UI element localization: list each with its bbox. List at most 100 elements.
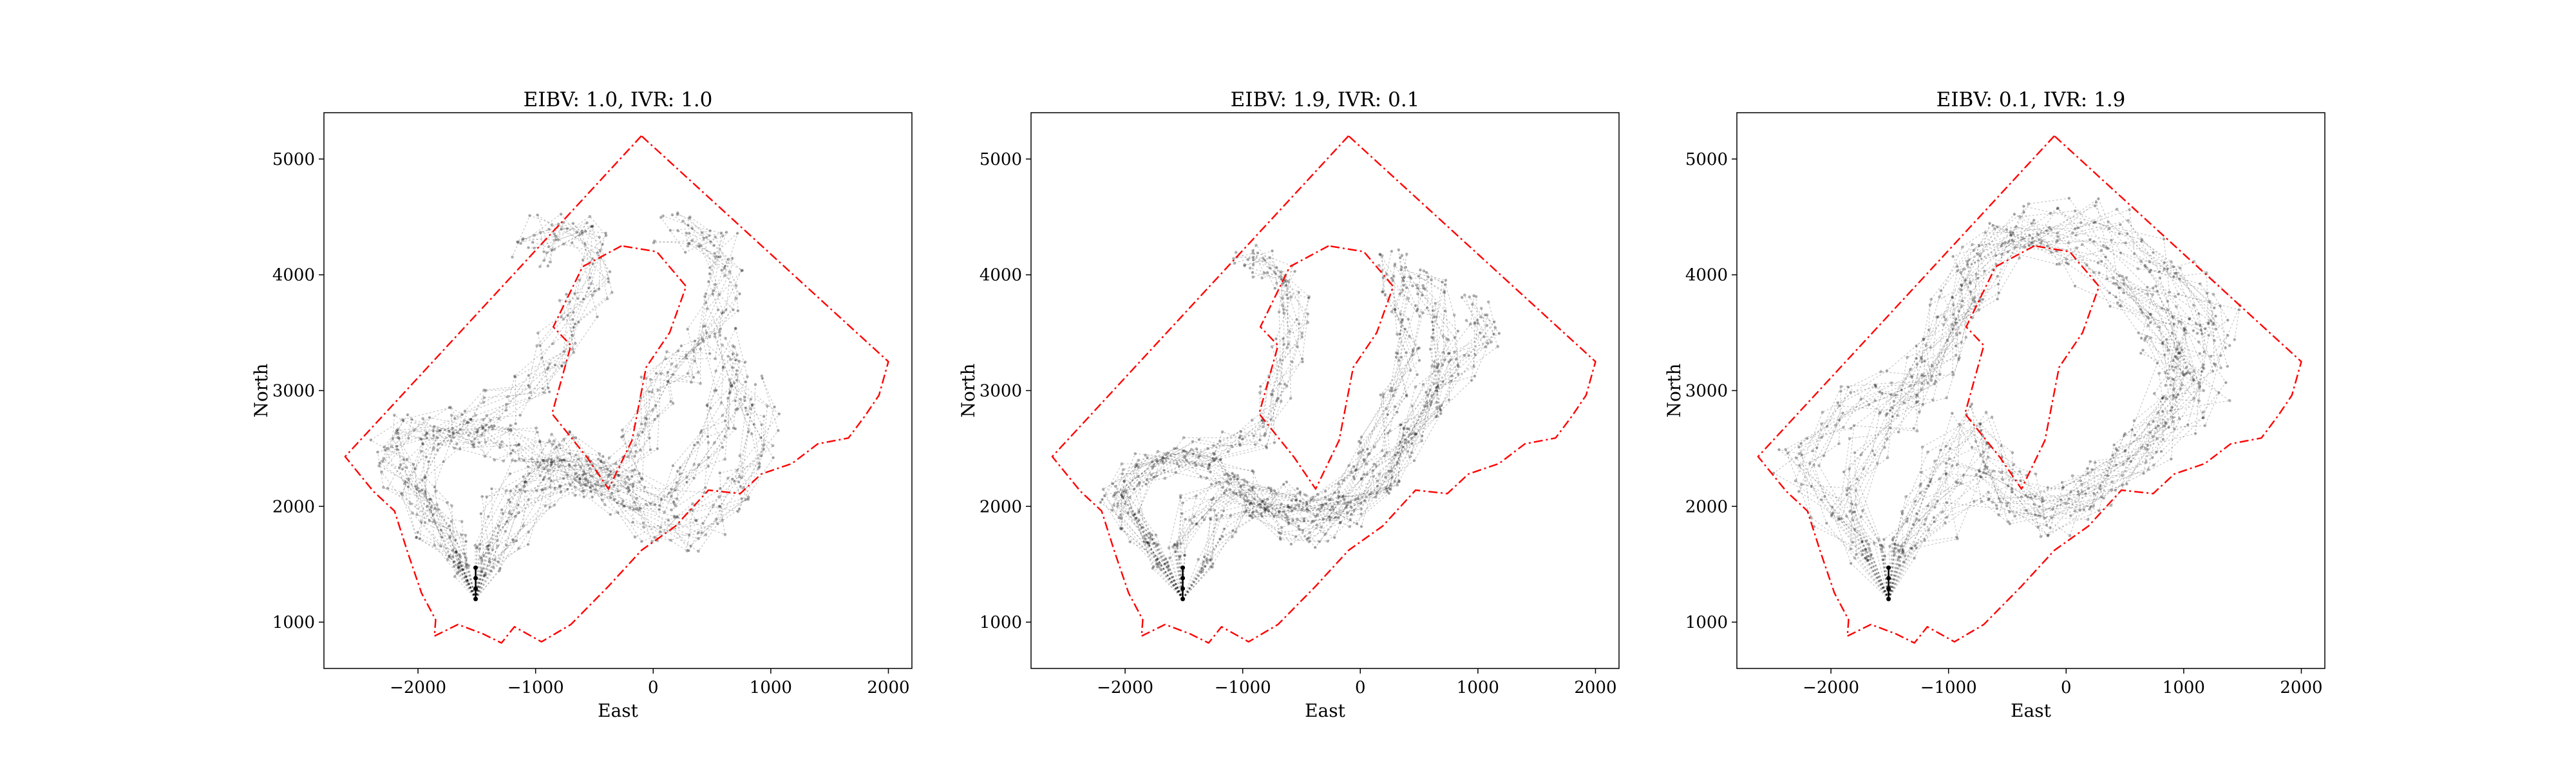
trajectory-point — [1211, 457, 1215, 460]
trajectory-point — [469, 417, 473, 421]
trajectory-point — [1820, 498, 1823, 502]
trajectory-point — [506, 520, 509, 524]
trajectory-point — [699, 382, 702, 385]
trajectory-point — [2174, 295, 2177, 298]
trajectory-point — [1179, 496, 1182, 499]
trajectory-point — [407, 478, 410, 482]
trajectory-point — [433, 520, 436, 524]
trajectory-point — [1431, 309, 1435, 312]
trajectory-point — [549, 479, 553, 483]
trajectory-point — [1126, 511, 1130, 515]
trajectory-point — [621, 499, 625, 502]
trajectory-point — [2184, 332, 2188, 335]
trajectory-point — [1209, 565, 1212, 569]
trajectory-point — [617, 474, 621, 477]
trajectory-point — [1437, 406, 1441, 409]
trajectory-point — [504, 530, 507, 533]
trajectory-point — [484, 389, 488, 392]
trajectory-point — [1226, 473, 1229, 476]
trajectory-point — [1420, 434, 1424, 438]
trajectory-point — [1931, 398, 1935, 402]
trajectory-point — [1469, 322, 1472, 326]
trajectory-point — [2192, 370, 2196, 373]
trajectory-point — [723, 419, 727, 422]
trajectory-point — [604, 231, 607, 235]
trajectory-point — [464, 574, 468, 578]
trajectory-point — [1121, 495, 1125, 498]
trajectory-point — [1795, 457, 1798, 460]
trajectory-point — [1453, 350, 1457, 354]
trajectory-point — [1296, 345, 1299, 348]
trajectory-point — [762, 443, 765, 447]
trajectory-point — [1468, 295, 1472, 299]
trajectory-point — [406, 413, 410, 417]
trajectory-point — [573, 322, 577, 326]
trajectory-point — [1212, 497, 1215, 500]
trajectory-point — [1929, 346, 1933, 349]
trajectory-point — [479, 512, 483, 515]
start-point — [473, 586, 478, 591]
trajectory-point — [540, 356, 544, 360]
trajectory-point — [1944, 472, 1948, 475]
trajectory-line — [1121, 255, 1412, 600]
trajectory-point — [2181, 348, 2184, 352]
trajectory-point — [1168, 556, 1171, 560]
trajectory-point — [2211, 321, 2215, 325]
trajectory-point — [607, 475, 610, 478]
trajectory-point — [1183, 553, 1186, 557]
trajectory-point — [691, 502, 694, 506]
trajectory-point — [536, 213, 539, 217]
trajectory-point — [1971, 243, 1974, 247]
trajectory-point — [1387, 491, 1391, 495]
trajectory-point — [717, 504, 721, 508]
trajectory-point — [2197, 340, 2201, 344]
trajectory-point — [1144, 482, 1148, 486]
trajectory-point — [732, 308, 735, 312]
start-point — [1886, 565, 1891, 571]
trajectory-point — [2178, 278, 2181, 281]
trajectory-point — [457, 565, 460, 569]
trajectory-point — [1945, 501, 1949, 504]
trajectory-point — [489, 569, 493, 573]
trajectory-point — [1417, 359, 1421, 362]
trajectory-point — [380, 471, 383, 474]
trajectory-point — [2207, 321, 2210, 325]
trajectory-point — [2087, 471, 2090, 475]
trajectory-point — [1137, 466, 1141, 469]
trajectory-point — [1359, 502, 1363, 506]
trajectory-point — [2000, 444, 2003, 448]
trajectory-point — [1280, 399, 1283, 403]
trajectory-point — [634, 450, 638, 453]
trajectory-point — [734, 408, 738, 412]
trajectory-point — [535, 344, 538, 348]
trajectory-point — [1430, 364, 1434, 368]
trajectory-point — [518, 457, 521, 461]
trajectory-point — [1991, 223, 1995, 227]
trajectory-point — [690, 381, 693, 384]
trajectory-point — [1306, 312, 1310, 316]
trajectory-point — [470, 440, 473, 444]
trajectory-point — [1268, 266, 1271, 270]
trajectory-point — [1112, 495, 1115, 498]
trajectory-point — [1889, 408, 1892, 412]
trajectory-point — [2176, 393, 2180, 397]
trajectory-point — [1402, 426, 1405, 430]
trajectory-point — [1482, 335, 1486, 339]
trajectory-point — [2056, 207, 2060, 210]
trajectory-point — [2181, 383, 2184, 386]
trajectory-point — [1318, 508, 1321, 511]
trajectory-point — [1179, 494, 1182, 497]
trajectory-point — [639, 448, 642, 452]
trajectory-point — [2198, 386, 2201, 390]
trajectory-point — [1164, 557, 1168, 560]
trajectory-point — [1797, 445, 1801, 449]
trajectory-point — [527, 246, 530, 249]
trajectory-point — [1432, 382, 1436, 385]
trajectory-point — [497, 417, 500, 421]
trajectory-point — [1275, 266, 1278, 269]
trajectory-point — [2010, 233, 2013, 237]
trajectory-point — [2147, 422, 2150, 426]
trajectory-point — [2202, 389, 2206, 392]
trajectory-point — [719, 231, 723, 235]
trajectory-point — [1305, 537, 1309, 541]
